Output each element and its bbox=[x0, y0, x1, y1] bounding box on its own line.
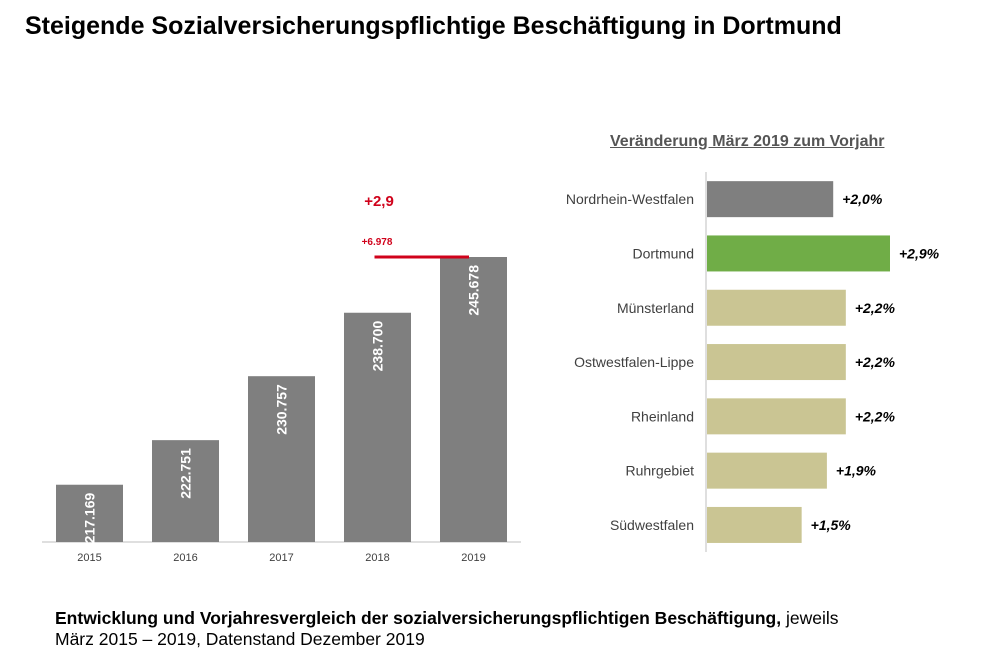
x-tick-label-2016: 2016 bbox=[173, 552, 197, 564]
bar-ostwestfalen-lippe bbox=[707, 344, 846, 381]
bar-2019 bbox=[440, 257, 507, 542]
value-label-ruhrgebiet: +1,9% bbox=[836, 463, 877, 479]
caption-normal: jeweils bbox=[781, 608, 839, 628]
bar-nordrhein-westfalen bbox=[707, 181, 834, 218]
regional-chart-title: Veränderung März 2019 zum Vorjahr bbox=[610, 133, 885, 150]
category-label-südwestfalen: Südwestfalen bbox=[610, 517, 694, 533]
bar-rheinland bbox=[707, 398, 846, 435]
bar-2017 bbox=[248, 376, 315, 542]
bar-value-label-2016: 222.751 bbox=[178, 448, 194, 499]
value-label-ostwestfalen-lippe: +2,2% bbox=[855, 354, 896, 370]
value-label-dortmund: +2,9% bbox=[899, 245, 940, 261]
bar-value-label-2015: 217.169 bbox=[82, 493, 98, 544]
x-tick-label-2018: 2018 bbox=[365, 552, 389, 564]
x-tick-label-2015: 2015 bbox=[77, 552, 101, 564]
x-tick-label-2019: 2019 bbox=[461, 552, 485, 564]
value-label-nordrhein-westfalen: +2,0% bbox=[842, 191, 883, 207]
bar-südwestfalen bbox=[707, 506, 802, 543]
bar-dortmund bbox=[707, 235, 890, 272]
value-label-münsterland: +2,2% bbox=[855, 300, 896, 316]
bar-münsterland bbox=[707, 289, 846, 326]
bar-ruhrgebiet bbox=[707, 452, 827, 489]
absolute-change-label: +6.978 bbox=[362, 237, 393, 248]
value-label-südwestfalen: +1,5% bbox=[811, 517, 852, 533]
bar-value-label-2018: 238.700 bbox=[370, 321, 386, 372]
bar-2018 bbox=[344, 312, 411, 542]
bar-value-label-2017: 230.757 bbox=[274, 384, 290, 435]
category-label-rheinland: Rheinland bbox=[631, 408, 694, 424]
category-label-dortmund: Dortmund bbox=[633, 245, 694, 261]
category-label-nordrhein-westfalen: Nordrhein-Westfalen bbox=[566, 191, 694, 207]
bar-value-label-2019: 245.678 bbox=[466, 265, 482, 316]
category-label-ruhrgebiet: Ruhrgebiet bbox=[626, 463, 695, 479]
bar-2016 bbox=[152, 440, 219, 542]
value-label-rheinland: +2,2% bbox=[855, 408, 896, 424]
page-title: Steigende Sozialversicherungspflichtige … bbox=[25, 12, 842, 40]
caption-bold: Entwicklung und Vorjahresvergleich der s… bbox=[55, 608, 782, 628]
x-tick-label-2017: 2017 bbox=[269, 552, 293, 564]
category-label-münsterland: Münsterland bbox=[617, 300, 694, 316]
bar-2015 bbox=[56, 484, 123, 542]
category-label-ostwestfalen-lippe: Ostwestfalen-Lippe bbox=[574, 354, 694, 370]
caption-line-2: März 2015 – 2019, Datenstand Dezember 20… bbox=[55, 629, 425, 649]
caption: Entwicklung und Vorjahresvergleich der s… bbox=[55, 608, 985, 650]
percent-change-label: +2,9 bbox=[364, 193, 394, 210]
